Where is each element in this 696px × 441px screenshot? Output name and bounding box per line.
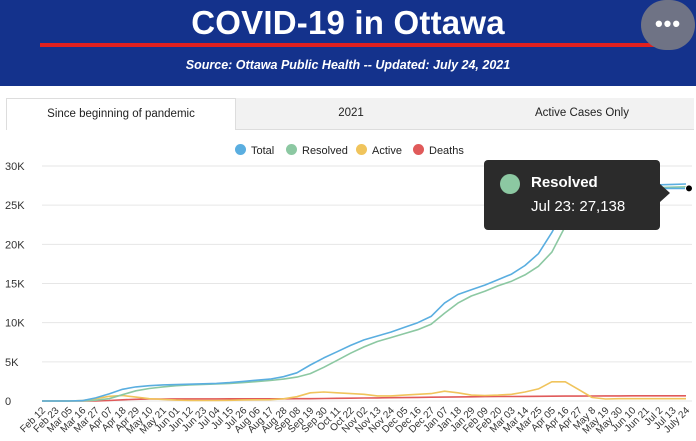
tooltip-value: Jul 23: 27,138 <box>531 198 626 215</box>
legend-dot-icon <box>286 144 297 155</box>
more-options-button[interactable]: ••• <box>641 0 695 50</box>
chart-tooltip: Resolved Jul 23: 27,138 <box>484 160 670 230</box>
y-tick-label: 20K <box>5 239 25 251</box>
tab-since-beginning[interactable]: Since beginning of pandemic <box>6 98 236 130</box>
y-tick-label: 25K <box>5 200 25 212</box>
legend-label: Deaths <box>429 145 464 157</box>
legend-dot-icon <box>356 144 367 155</box>
hover-point-marker <box>685 184 693 193</box>
tooltip-series: Resolved <box>531 174 598 191</box>
legend-item-deaths[interactable]: Deaths <box>413 144 464 158</box>
y-tick-label: 30K <box>5 161 25 173</box>
page-title: COVID-19 in Ottawa <box>191 4 505 41</box>
tab-2021[interactable]: 2021 <box>338 107 364 119</box>
y-tick-label: 5K <box>5 357 19 369</box>
tab-active-cases-only[interactable]: Active Cases Only <box>535 107 629 119</box>
header-banner: COVID-19 in Ottawa Source: Ottawa Public… <box>0 0 696 86</box>
legend-dot-icon <box>413 144 424 155</box>
title-underline <box>40 43 658 47</box>
y-tick-label: 0 <box>5 396 11 408</box>
legend-label: Resolved <box>302 145 348 157</box>
series-dot-icon <box>500 174 520 194</box>
legend-item-resolved[interactable]: Resolved <box>286 144 348 158</box>
legend-item-active[interactable]: Active <box>356 144 402 158</box>
source-line: Source: Ottawa Public Health -- Updated:… <box>185 58 511 72</box>
more-horizontal-icon: ••• <box>654 11 682 36</box>
legend-dot-icon <box>235 144 246 155</box>
legend-label: Total <box>251 145 275 157</box>
y-tick-label: 10K <box>5 318 25 330</box>
y-tick-label: 15K <box>5 279 25 291</box>
tab-bar: Since beginning of pandemic 2021 Active … <box>6 98 694 130</box>
series-line-active <box>42 381 686 402</box>
chart-legend: Total Resolved Active Deaths <box>0 144 696 160</box>
legend-label: Active <box>372 145 402 157</box>
legend-item-total[interactable]: Total <box>235 144 274 158</box>
